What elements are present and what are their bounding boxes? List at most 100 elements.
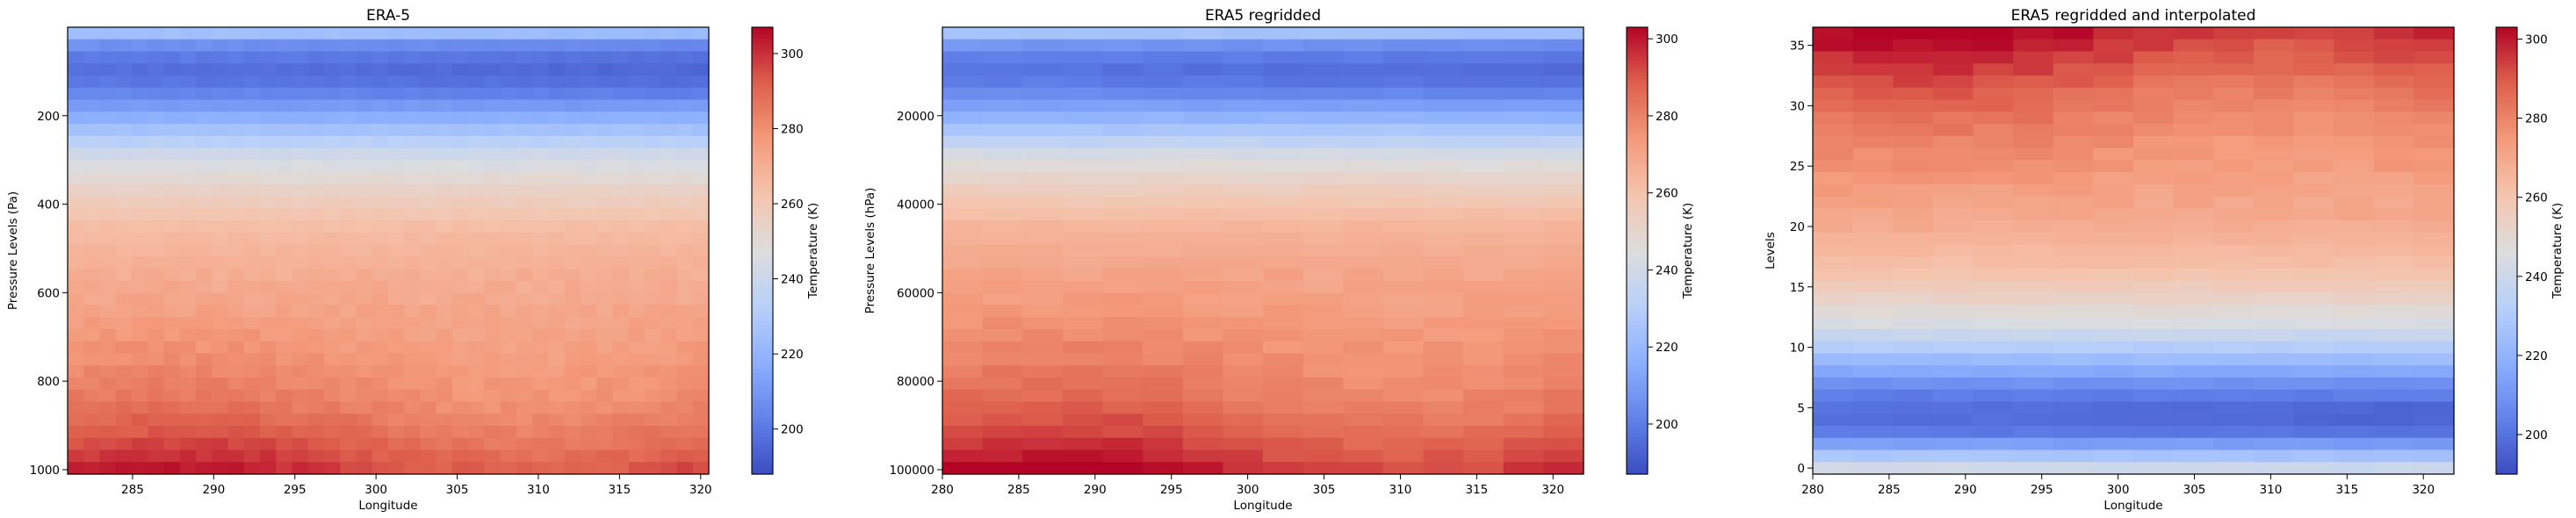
heatmap-cell — [307, 135, 325, 149]
colorbar-segment — [1627, 146, 1648, 151]
heatmap-cell — [83, 317, 101, 330]
heatmap-cell — [581, 76, 597, 89]
heatmap-cell — [676, 256, 694, 270]
heatmap-cell — [243, 425, 261, 439]
colorbar-segment — [2496, 257, 2517, 263]
heatmap-cell — [292, 414, 309, 427]
heatmap-cell — [516, 196, 533, 209]
heatmap-cell — [388, 76, 405, 89]
heatmap-cell — [500, 196, 517, 209]
heatmap-cell — [982, 353, 1023, 366]
heatmap-cell — [2373, 63, 2414, 76]
heatmap-cell — [2093, 328, 2134, 342]
heatmap-cell — [356, 377, 373, 391]
heatmap-cell — [2373, 292, 2414, 306]
heatmap-cell — [307, 462, 325, 475]
colorbar-segment — [1627, 355, 1648, 360]
heatmap-cell — [942, 389, 984, 403]
heatmap-cell — [676, 27, 694, 40]
heatmap-cell — [1182, 365, 1223, 378]
heatmap-cell — [1423, 63, 1464, 76]
heatmap-cell — [532, 292, 550, 306]
heatmap-cell — [500, 99, 517, 112]
heatmap-cell — [1022, 172, 1064, 185]
heatmap-cell — [212, 147, 229, 161]
heatmap-cell — [356, 232, 373, 246]
heatmap-cell — [645, 135, 661, 149]
heatmap-cell — [1423, 462, 1464, 475]
heatmap-cell — [564, 27, 581, 40]
heatmap-cell — [628, 147, 646, 161]
heatmap-cell — [196, 377, 213, 391]
heatmap-cell — [1852, 305, 1894, 318]
heatmap-cell — [692, 87, 710, 101]
heatmap-cell — [1503, 87, 1544, 101]
heatmap-cell — [436, 389, 453, 403]
heatmap-cell — [99, 135, 117, 149]
heatmap-cell — [324, 256, 341, 270]
colorbar-segment — [2496, 41, 2517, 47]
colorbar-segment — [1627, 131, 1648, 136]
heatmap-cell — [83, 135, 101, 149]
heatmap-cell — [260, 183, 277, 198]
heatmap-cell — [68, 99, 84, 112]
heatmap-cell — [1893, 450, 1934, 463]
heatmap-cell — [2013, 244, 2054, 257]
heatmap-cell — [1932, 401, 1974, 414]
heatmap-cell — [1223, 365, 1264, 378]
heatmap-cell — [2053, 437, 2094, 451]
heatmap-cell — [163, 51, 181, 64]
heatmap-cell — [2173, 232, 2214, 246]
heatmap-cell — [1423, 269, 1464, 282]
heatmap-cell — [388, 280, 405, 294]
heatmap-cell — [468, 450, 486, 463]
heatmap-cell — [612, 51, 630, 64]
heatmap-cell — [942, 341, 984, 355]
heatmap-cell — [2093, 51, 2134, 64]
heatmap-cell — [1932, 280, 1974, 294]
heatmap-cell — [2173, 172, 2214, 185]
heatmap-cell — [1343, 87, 1384, 101]
heatmap-cell — [2253, 135, 2295, 149]
heatmap-cell — [243, 87, 261, 101]
heatmap-cell — [500, 220, 517, 234]
heatmap-cell — [1893, 27, 1934, 40]
heatmap-cell — [243, 353, 261, 366]
heatmap-cell — [1813, 39, 1854, 53]
heatmap-cell — [1302, 341, 1344, 355]
heatmap-cell — [676, 112, 694, 125]
heatmap-cell — [148, 76, 165, 89]
heatmap-cell — [452, 414, 469, 427]
heatmap-cell — [1223, 280, 1264, 294]
heatmap-cell — [2334, 305, 2375, 318]
heatmap-cell — [484, 208, 501, 221]
heatmap-cell — [292, 39, 309, 53]
heatmap-cell — [324, 305, 341, 318]
heatmap-cell — [2334, 76, 2375, 89]
heatmap-cell — [1932, 99, 1974, 112]
heatmap-cell — [1503, 401, 1544, 414]
heatmap-cell — [196, 99, 213, 112]
heatmap-cell — [1463, 63, 1504, 76]
heatmap-cell — [1143, 437, 1184, 451]
heatmap-cell — [2093, 135, 2134, 149]
heatmap-cell — [484, 63, 501, 76]
colorbar-segment — [1627, 284, 1648, 289]
heatmap-cell — [1223, 377, 1264, 391]
heatmap-cell — [645, 365, 661, 378]
heatmap-cell — [372, 401, 389, 414]
heatmap-cell — [500, 244, 517, 257]
heatmap-cell — [1852, 269, 1894, 282]
heatmap-cell — [372, 450, 389, 463]
heatmap-cell — [532, 280, 550, 294]
colorbar-segment — [752, 291, 773, 296]
heatmap-cell — [436, 365, 453, 378]
y-axis-label: Levels — [1764, 232, 1778, 270]
heatmap-cell — [148, 389, 165, 403]
heatmap-cell — [1102, 244, 1144, 257]
heatmap-cell — [260, 280, 277, 294]
heatmap-cell — [372, 437, 389, 451]
heatmap-cell — [68, 462, 84, 475]
heatmap-cell — [516, 244, 533, 257]
heatmap-cell — [1813, 87, 1854, 101]
